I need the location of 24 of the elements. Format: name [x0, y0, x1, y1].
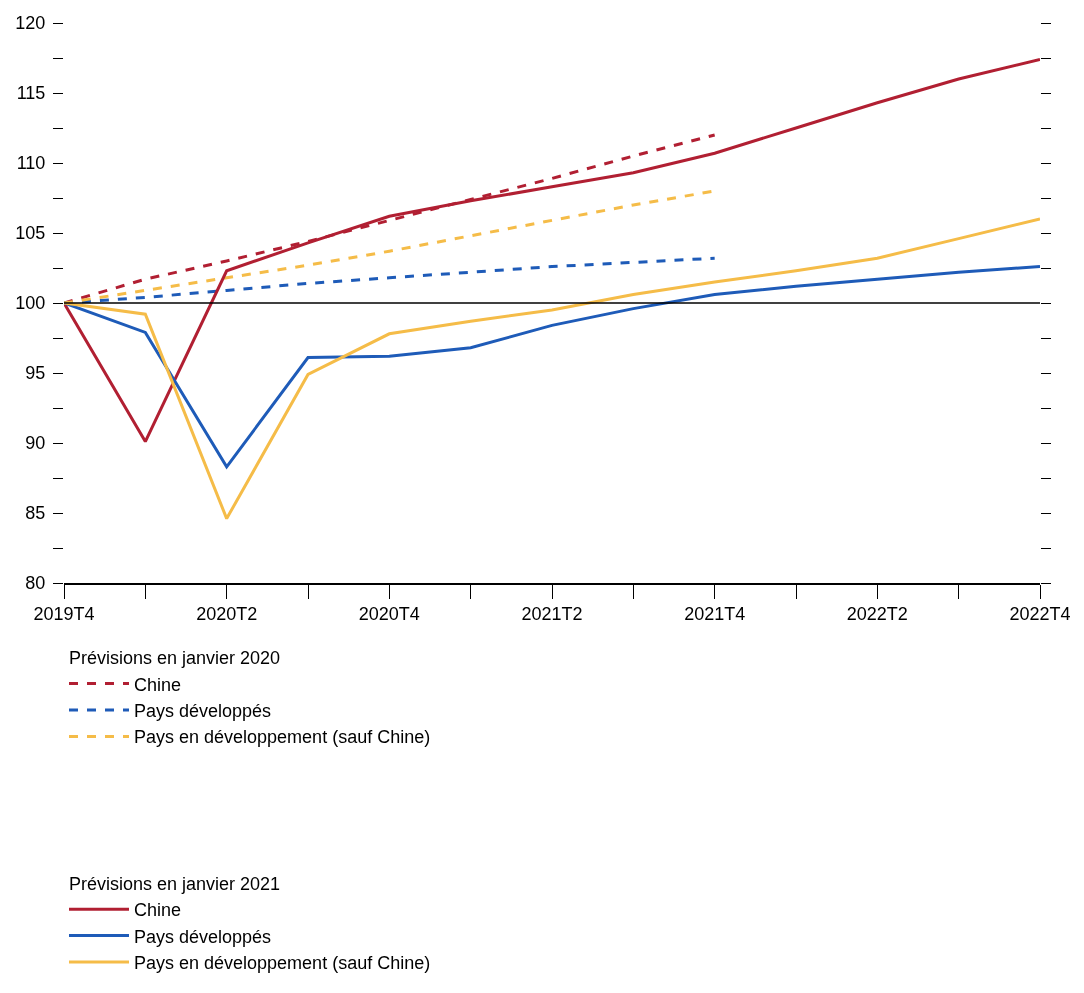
x-tick-label: 2022T4: [1009, 604, 1071, 625]
y-tick-label: 80: [25, 573, 46, 594]
legend-label: Chine: [134, 900, 182, 921]
x-tick-label: 2020T2: [196, 604, 258, 625]
y-tick-label: 120: [15, 13, 46, 34]
y-tick-label: 105: [15, 223, 46, 244]
y-tick-label: 90: [25, 433, 46, 454]
legend-label: Pays en développement (sauf Chine): [134, 727, 431, 748]
text: Prévisions en janvier 2021: [69, 873, 281, 894]
legend-label: Pays en développement (sauf Chine): [134, 953, 431, 974]
x-tick-label: 2022T2: [846, 604, 908, 625]
x-tick-label: 2020T4: [358, 604, 420, 625]
y-tick-label: 110: [16, 153, 46, 174]
x-tick-label: 2021T2: [521, 604, 583, 625]
legend-label: Chine: [134, 674, 182, 695]
x-tick-label: 2019T4: [33, 604, 95, 625]
legend-label: Pays développés: [134, 926, 272, 947]
legend-label: Pays développés: [134, 701, 272, 722]
y-tick-label: 95: [25, 363, 46, 384]
x-tick-label: 2021T4: [684, 604, 746, 625]
y-tick-label: 100: [15, 293, 46, 314]
text: Prévisions en janvier 2020: [69, 648, 281, 669]
y-tick-label: 115: [16, 83, 46, 104]
y-tick-label: 85: [25, 503, 46, 524]
